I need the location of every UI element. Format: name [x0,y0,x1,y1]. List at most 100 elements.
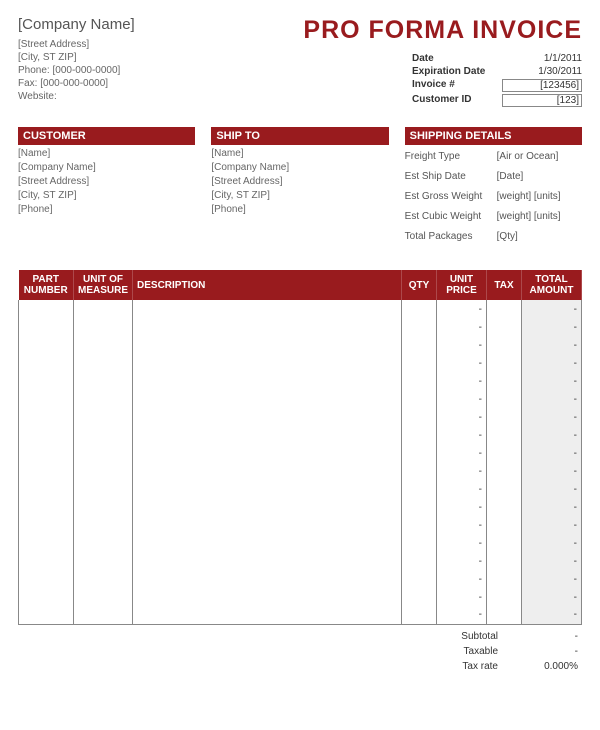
shipping-label: Est Ship Date [405,171,497,182]
table-cell [487,408,522,426]
table-cell: - [437,390,487,408]
shipping-section: SHIPPING DETAILS Freight Type[Air or Oce… [405,127,582,248]
table-cell [19,426,74,444]
table-cell [133,606,402,624]
customer-section: CUSTOMER [Name][Company Name][Street Add… [18,127,195,248]
totals-block: Subtotal - Taxable - Tax rate 0.000% [382,629,582,674]
taxrate-row: Tax rate 0.000% [382,659,582,674]
table-cell [19,588,74,606]
company-block: [Company Name] [Street Address] [City, S… [18,16,135,109]
shipping-value: [Qty] [497,231,518,242]
company-street: [Street Address] [18,39,135,50]
table-cell [402,552,437,570]
document-title: PRO FORMA INVOICE [303,16,582,45]
company-city: [City, ST ZIP] [18,52,135,63]
table-cell: - [437,426,487,444]
shipping-heading: SHIPPING DETAILS [405,127,582,145]
table-cell [402,336,437,354]
table-cell: - [437,570,487,588]
table-cell [487,336,522,354]
table-row: -- [19,552,582,570]
table-cell [487,354,522,372]
table-cell [133,498,402,516]
table-row: -- [19,408,582,426]
table-row: -- [19,336,582,354]
table-cell [487,570,522,588]
table-cell: - [437,552,487,570]
field-line: [Phone] [18,204,195,215]
table-head: PARTNUMBERUNIT OFMEASUREDESCRIPTIONQTYUN… [19,270,582,300]
title-meta-block: PRO FORMA INVOICE Date1/1/2011Expiration… [303,16,582,109]
table-cell [19,444,74,462]
field-line: [Name] [18,148,195,159]
field-line: [Name] [211,148,388,159]
table-cell: - [437,516,487,534]
table-row: -- [19,534,582,552]
table-cell [487,498,522,516]
company-phone: Phone: [000-000-0000] [18,65,135,76]
shipto-section: SHIP TO [Name][Company Name][Street Addr… [211,127,388,248]
table-row: -- [19,300,582,318]
table-cell [74,354,133,372]
table-cell: - [522,498,582,516]
table-cell: - [437,534,487,552]
table-cell [402,462,437,480]
table-cell [487,534,522,552]
table-cell: - [522,318,582,336]
table-cell [402,516,437,534]
taxable-row: Taxable - [382,644,582,659]
field-line: [City, ST ZIP] [18,190,195,201]
meta-row: Invoice #[123456] [303,79,582,92]
meta-value: 1/30/2011 [502,66,582,77]
table-cell: - [522,534,582,552]
table-cell: - [522,408,582,426]
column-header: QTY [402,270,437,300]
table-cell [74,426,133,444]
table-cell [487,588,522,606]
header-row: [Company Name] [Street Address] [City, S… [18,16,582,109]
field-line: [Street Address] [211,176,388,187]
table-cell [402,588,437,606]
table-row: -- [19,354,582,372]
table-cell [487,552,522,570]
table-cell [487,444,522,462]
table-cell [74,516,133,534]
table-cell [402,570,437,588]
table-cell [74,534,133,552]
table-cell: - [522,516,582,534]
table-cell [402,498,437,516]
shipping-value: [Air or Ocean] [497,151,559,162]
table-cell: - [522,444,582,462]
table-cell [74,552,133,570]
company-name: [Company Name] [18,16,135,33]
shipping-label: Total Packages [405,231,497,242]
taxable-value: - [498,646,578,657]
table-row: -- [19,498,582,516]
table-cell [133,318,402,336]
meta-value: [123] [502,94,582,107]
meta-value: 1/1/2011 [502,53,582,64]
shipping-label: Est Gross Weight [405,191,497,202]
table-cell [487,516,522,534]
shipto-body: [Name][Company Name][Street Address][Cit… [211,148,388,215]
table-cell [74,588,133,606]
table-cell: - [522,480,582,498]
table-cell [19,408,74,426]
table-cell [402,426,437,444]
shipping-pair: Est Ship Date[Date] [405,168,582,185]
table-cell: - [522,552,582,570]
meta-label: Expiration Date [412,66,502,77]
table-cell [487,390,522,408]
table-cell [402,534,437,552]
subtotal-label: Subtotal [418,631,498,642]
table-cell [487,372,522,390]
company-website: Website: [18,91,135,102]
meta-block: Date1/1/2011Expiration Date1/30/2011Invo… [303,53,582,107]
table-cell: - [437,480,487,498]
table-cell: - [437,498,487,516]
table-cell: - [437,318,487,336]
meta-label: Invoice # [412,79,502,92]
table-cell: - [437,300,487,318]
shipping-pair: Total Packages[Qty] [405,228,582,245]
shipping-value: [Date] [497,171,524,182]
